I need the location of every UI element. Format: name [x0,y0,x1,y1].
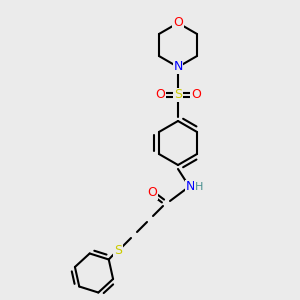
Text: S: S [114,244,122,257]
Text: N: N [185,181,195,194]
Text: O: O [155,88,165,101]
Text: O: O [173,16,183,29]
Text: O: O [191,88,201,101]
Text: O: O [147,187,157,200]
Text: H: H [195,182,203,192]
Text: N: N [173,61,183,74]
Text: S: S [174,88,182,101]
